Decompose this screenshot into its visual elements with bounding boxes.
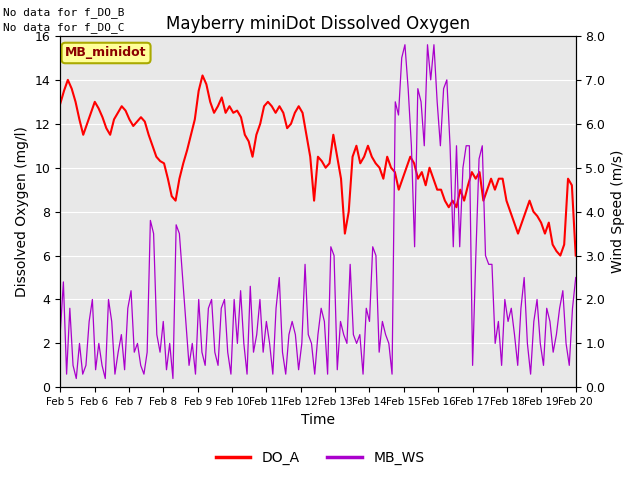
Y-axis label: Dissolved Oxygen (mg/l): Dissolved Oxygen (mg/l) bbox=[15, 126, 29, 297]
Text: No data for f_DO_C: No data for f_DO_C bbox=[3, 22, 125, 33]
Title: Mayberry miniDot Dissolved Oxygen: Mayberry miniDot Dissolved Oxygen bbox=[166, 15, 470, 33]
Text: No data for f_DO_B: No data for f_DO_B bbox=[3, 7, 125, 18]
Text: MB_minidot: MB_minidot bbox=[65, 47, 147, 60]
X-axis label: Time: Time bbox=[301, 413, 335, 427]
Legend: DO_A, MB_WS: DO_A, MB_WS bbox=[210, 445, 430, 471]
Y-axis label: Wind Speed (m/s): Wind Speed (m/s) bbox=[611, 150, 625, 273]
